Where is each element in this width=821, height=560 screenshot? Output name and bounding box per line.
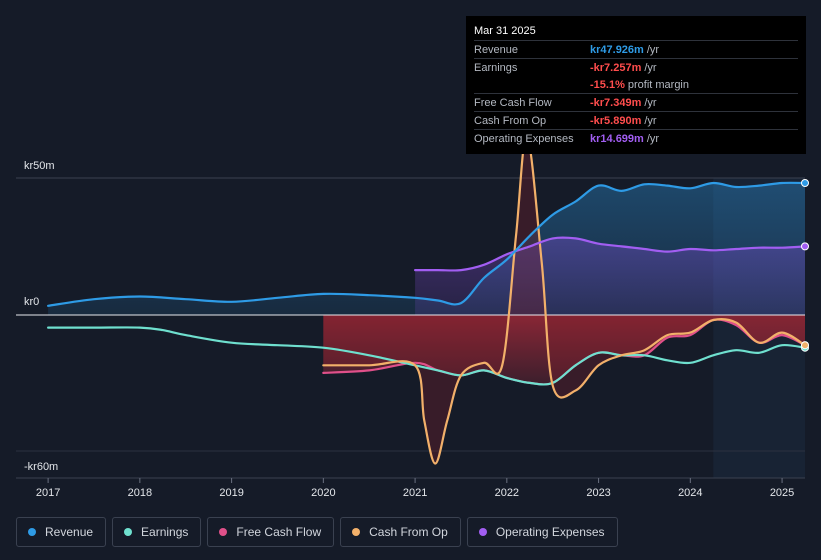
tooltip-label: Operating Expenses [474, 133, 574, 145]
legend-dot-icon [478, 528, 487, 536]
legend-dot-icon [219, 528, 228, 536]
x-tick-label: 2018 [128, 487, 152, 499]
tooltip-unit: /yr [646, 44, 660, 56]
legend-label: Free Cash Flow [236, 525, 322, 539]
tooltip-row-free-cash-flow: Free Cash Flow -kr7.349m /yr [474, 93, 798, 111]
tooltip-row-cash-from-op: Cash From Op -kr5.890m /yr [474, 111, 798, 129]
x-tick-label: 2024 [678, 487, 702, 499]
tooltip-row-revenue: Revenue kr47.926m /yr [474, 40, 798, 58]
cash-from-op-area [323, 135, 805, 464]
tooltip-value: -kr7.257m [590, 62, 642, 74]
tooltip-label: Cash From Op [474, 115, 547, 127]
y-axis-label: kr50m [24, 160, 55, 172]
legend-label: Earnings [141, 525, 189, 539]
free-cash-flow-area [323, 315, 805, 385]
tooltip-unit: /yr [644, 62, 657, 74]
x-tick-label: 2025 [770, 487, 794, 499]
tooltip-label: Revenue [474, 44, 519, 56]
legend-dot-icon [28, 528, 36, 536]
legend-item-earnings[interactable]: Earnings [112, 517, 202, 547]
x-tick-label: 2019 [219, 487, 243, 499]
tooltip-value: kr14.699m [590, 133, 644, 145]
tooltip-label: Earnings [474, 62, 518, 74]
legend-label: Operating Expenses [495, 525, 605, 539]
revenue-line [47, 181, 807, 307]
tooltip-label: Free Cash Flow [474, 97, 552, 109]
tooltip-value: -15.1% [590, 79, 625, 91]
revenue-end-point [801, 179, 809, 187]
x-tick-label: 2021 [403, 487, 427, 499]
tooltip-row-operating-expenses: Operating Expenses kr14.699m /yr [474, 129, 798, 147]
operating-expenses-end-point [801, 242, 809, 251]
tooltip-unit: profit margin [627, 79, 689, 91]
legend-item-revenue[interactable]: Revenue [16, 517, 107, 547]
legend-item-cash-from-op[interactable]: Cash From Op [340, 517, 461, 547]
earnings-line [47, 326, 807, 386]
x-tick-label: 2017 [36, 487, 60, 499]
y-axis-label: kr0 [24, 296, 39, 308]
tooltip-unit: /yr [644, 97, 657, 109]
tooltip-unit: /yr [646, 133, 660, 145]
tooltip-panel: Mar 31 2025 Revenue kr47.926m /yr Earnin… [466, 16, 806, 154]
legend-item-operating-expenses[interactable]: Operating Expenses [466, 517, 618, 547]
legend-dot-icon [352, 528, 361, 536]
tooltip-date: Mar 31 2025 [474, 25, 536, 37]
cash-from-op-line [322, 134, 807, 465]
cash-from-op-end-point [801, 341, 809, 350]
tooltip-row-earnings: Earnings -kr7.257m /yr [474, 58, 798, 76]
x-tick-label: 2020 [311, 487, 335, 499]
x-tick-label: 2022 [495, 487, 519, 499]
tooltip-value: -kr7.349m [590, 97, 642, 109]
tooltip-row-profit-margin: -15.1% profit margin [474, 76, 798, 93]
legend-dot-icon [124, 528, 133, 536]
operating-expenses-line [414, 236, 807, 272]
legend: Revenue Earnings Free Cash Flow Cash Fro… [16, 517, 624, 547]
x-tick-label: 2023 [586, 487, 610, 499]
legend-label: Revenue [45, 525, 94, 539]
tooltip-value: -kr5.890m [590, 115, 642, 127]
tooltip-unit: /yr [644, 115, 657, 127]
legend-label: Cash From Op [369, 525, 448, 539]
tooltip-label [474, 77, 590, 93]
tooltip-value: kr47.926m [590, 44, 644, 56]
opex-area [415, 237, 805, 315]
y-axis-label: -kr60m [24, 461, 58, 473]
legend-item-free-cash-flow[interactable]: Free Cash Flow [207, 517, 335, 547]
